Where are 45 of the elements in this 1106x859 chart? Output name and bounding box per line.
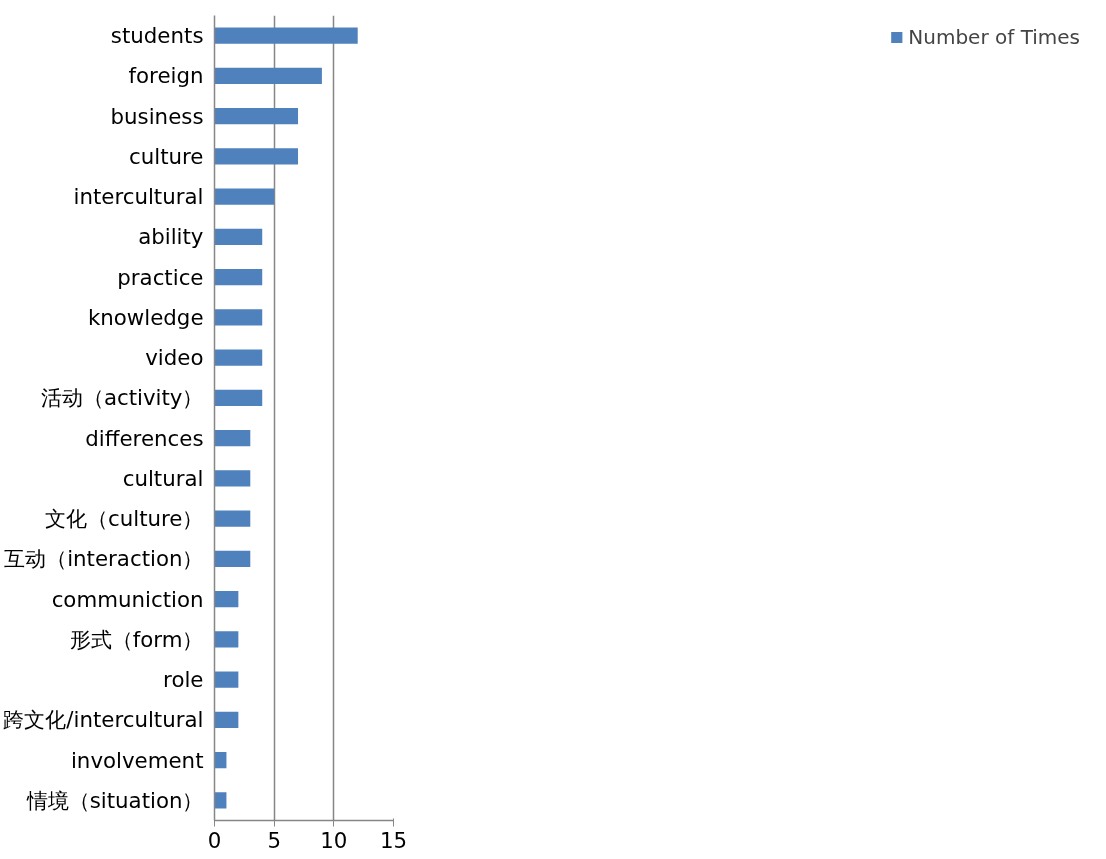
y-tick-label: communiction — [51, 586, 204, 612]
y-tick-label: 文化（culture） — [45, 506, 204, 532]
y-tick-label: cultural — [122, 465, 204, 491]
y-tick-label: 互动（interaction） — [4, 546, 204, 572]
y-tick-label: 跨文化/intercultural — [3, 707, 204, 733]
bar — [214, 188, 275, 205]
y-tick-label: 形式（form） — [69, 626, 204, 652]
y-tick-label: intercultural — [73, 184, 204, 210]
x-tick-label: 5 — [267, 827, 281, 853]
bar — [214, 550, 251, 567]
y-tick-label: foreign — [128, 63, 204, 89]
x-tick-label: 15 — [379, 827, 408, 853]
bar — [214, 27, 358, 44]
y-tick-label: culture — [129, 143, 204, 169]
bar — [214, 228, 263, 245]
y-tick-label: students — [110, 23, 204, 49]
bar — [214, 711, 239, 728]
bar — [214, 389, 263, 406]
bar — [214, 108, 299, 125]
bar — [214, 470, 251, 487]
bar — [214, 349, 263, 366]
x-tick-label: 10 — [320, 827, 348, 853]
bar — [214, 631, 239, 648]
y-tick-label: involvement — [70, 747, 204, 773]
legend-label: Number of Times — [908, 25, 1080, 49]
y-tick-label: 活动（activity） — [40, 385, 204, 411]
y-tick-label: 情境（situation） — [25, 787, 204, 813]
bar — [214, 792, 227, 809]
bar — [214, 591, 239, 608]
y-tick-label: role — [163, 667, 204, 693]
bar — [214, 430, 251, 447]
x-tick-label: 0 — [207, 827, 222, 853]
y-tick-label: practice — [117, 264, 204, 290]
y-tick-label: differences — [85, 425, 204, 451]
y-tick-label: knowledge — [87, 304, 204, 330]
y-tick-label: ability — [138, 224, 204, 250]
y-tick-label: video — [145, 345, 204, 371]
bar — [214, 671, 239, 688]
bar — [214, 67, 322, 84]
bar — [214, 752, 227, 769]
bar — [214, 269, 263, 286]
bar — [214, 309, 263, 326]
bar — [214, 148, 299, 165]
bar — [214, 510, 251, 527]
y-tick-label: business — [110, 103, 204, 129]
